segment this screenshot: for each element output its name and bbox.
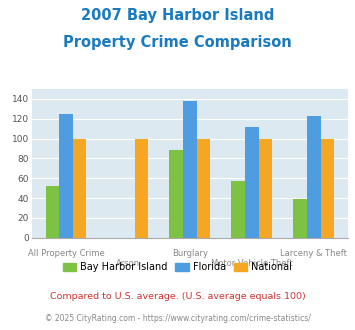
Bar	[321, 139, 334, 238]
Bar	[183, 101, 197, 238]
Text: Compared to U.S. average. (U.S. average equals 100): Compared to U.S. average. (U.S. average …	[50, 292, 305, 301]
Text: 2007 Bay Harbor Island: 2007 Bay Harbor Island	[81, 8, 274, 23]
Text: © 2025 CityRating.com - https://www.cityrating.com/crime-statistics/: © 2025 CityRating.com - https://www.city…	[45, 314, 310, 323]
Bar	[169, 150, 183, 238]
Bar	[259, 139, 272, 238]
Bar	[45, 186, 59, 238]
Text: Motor Vehicle Theft: Motor Vehicle Theft	[211, 259, 293, 268]
Text: All Property Crime: All Property Crime	[28, 249, 104, 258]
Text: Larceny & Theft: Larceny & Theft	[280, 249, 347, 258]
Bar	[59, 114, 73, 238]
Bar	[135, 139, 148, 238]
Bar	[245, 127, 259, 238]
Text: Property Crime Comparison: Property Crime Comparison	[63, 35, 292, 50]
Bar	[73, 139, 87, 238]
Text: Burglary: Burglary	[172, 249, 208, 258]
Legend: Bay Harbor Island, Florida, National: Bay Harbor Island, Florida, National	[59, 258, 296, 276]
Bar	[307, 116, 321, 238]
Bar	[293, 199, 307, 238]
Bar	[231, 181, 245, 238]
Text: Arson: Arson	[116, 259, 140, 268]
Bar	[197, 139, 211, 238]
